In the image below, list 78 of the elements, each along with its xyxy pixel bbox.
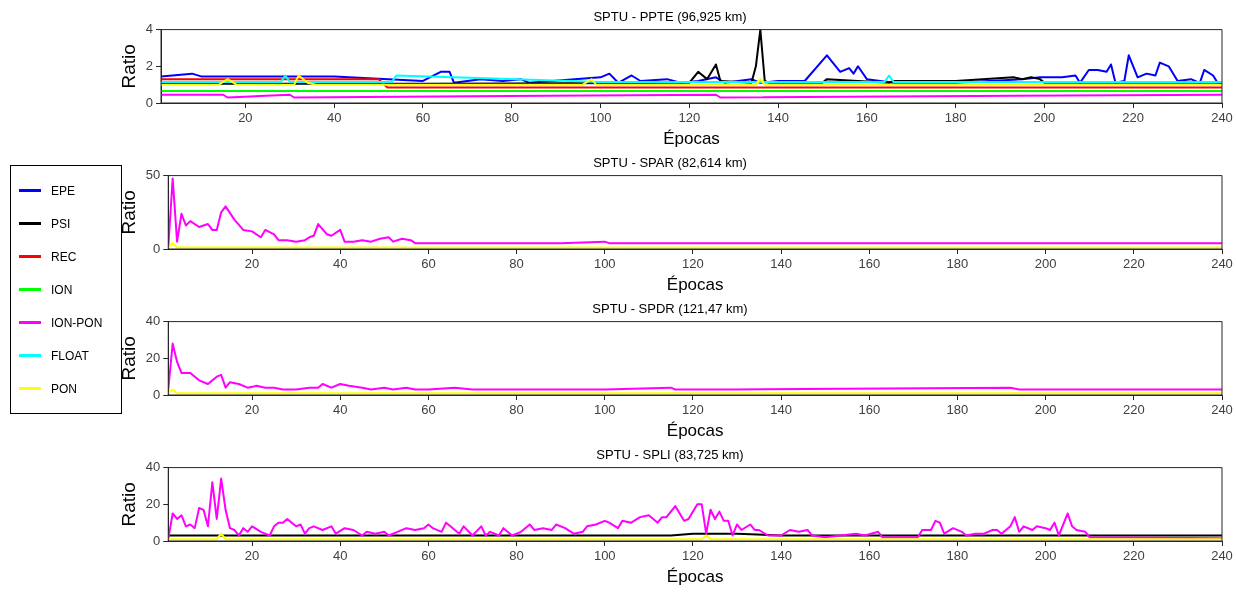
- x-tick-label: 220: [1122, 548, 1145, 564]
- x-tick-label: 100: [593, 548, 616, 564]
- y-tick-label: 0: [153, 386, 161, 402]
- x-tick-label: 100: [593, 402, 616, 418]
- x-tick-label: 20: [238, 110, 253, 126]
- legend-label: PON: [51, 381, 78, 396]
- legend-label: FLOAT: [51, 348, 89, 363]
- x-axis-title: Épocas: [666, 421, 724, 441]
- y-tick-label: 20: [145, 495, 161, 511]
- x-tick-label: 200: [1034, 548, 1057, 564]
- y-tick-label: 20: [145, 349, 161, 365]
- x-tick-label: 20: [244, 256, 260, 272]
- x-tick-label: 180: [944, 110, 967, 126]
- y-tick-label: 40: [145, 459, 161, 475]
- x-tick-label: 200: [1033, 110, 1056, 126]
- y-axis-title: Ratio: [117, 482, 139, 527]
- chart-title: SPTU - SPDR (121,47 km): [592, 301, 748, 317]
- x-tick-label: 200: [1034, 402, 1057, 418]
- x-tick-label: 200: [1034, 256, 1057, 272]
- y-tick-label: 0: [145, 94, 154, 110]
- legend-label: ION-PON: [51, 315, 103, 330]
- y-axis-title: Ratio: [117, 44, 139, 89]
- x-tick-label: 140: [770, 402, 792, 418]
- x-tick-label: 120: [678, 110, 701, 126]
- legend-label: ION: [51, 282, 73, 297]
- x-tick-label: 220: [1122, 256, 1145, 272]
- x-axis-title: Épocas: [666, 567, 724, 587]
- x-tick-label: 80: [509, 548, 524, 564]
- y-tick-label: 2: [145, 57, 154, 73]
- x-tick-label: 60: [421, 548, 436, 564]
- x-tick-label: 100: [593, 256, 616, 272]
- y-tick-label: 40: [145, 313, 161, 329]
- x-tick-label: 140: [770, 548, 792, 564]
- y-tick-label: 50: [145, 167, 161, 183]
- x-tick-label: 240: [1211, 256, 1233, 272]
- x-tick-label: 160: [858, 402, 881, 418]
- x-tick-label: 120: [682, 548, 704, 564]
- x-tick-label: 20: [244, 402, 260, 418]
- y-tick-label: 4: [145, 21, 154, 37]
- x-tick-label: 180: [946, 548, 969, 564]
- legend-label: REC: [51, 249, 77, 264]
- x-tick-label: 40: [332, 548, 348, 564]
- x-tick-label: 80: [509, 256, 524, 272]
- x-tick-label: 220: [1122, 110, 1145, 126]
- x-tick-label: 160: [856, 110, 878, 126]
- x-tick-label: 40: [332, 402, 348, 418]
- x-tick-label: 60: [421, 402, 436, 418]
- x-tick-label: 60: [415, 110, 431, 126]
- chart-title: SPTU - SPAR (82,614 km): [593, 155, 747, 171]
- y-tick-label: 0: [153, 532, 161, 548]
- x-tick-label: 240: [1211, 110, 1233, 126]
- x-tick-label: 120: [682, 256, 704, 272]
- x-axis-title: Épocas: [666, 275, 724, 295]
- x-tick-label: 100: [589, 110, 612, 126]
- x-tick-label: 60: [421, 256, 436, 272]
- legend-label: PSI: [51, 216, 71, 231]
- x-tick-label: 160: [858, 548, 881, 564]
- y-tick-label: 0: [153, 240, 161, 256]
- x-tick-label: 40: [332, 256, 348, 272]
- x-tick-label: 220: [1122, 402, 1145, 418]
- x-tick-label: 240: [1211, 548, 1233, 564]
- x-tick-label: 140: [767, 110, 789, 126]
- x-tick-label: 120: [682, 402, 704, 418]
- x-tick-label: 80: [504, 110, 519, 126]
- x-tick-label: 180: [946, 402, 969, 418]
- x-tick-label: 160: [858, 256, 881, 272]
- x-tick-label: 40: [326, 110, 342, 126]
- y-axis-title: Ratio: [117, 336, 139, 381]
- x-tick-label: 80: [509, 402, 524, 418]
- y-axis-title: Ratio: [117, 190, 139, 235]
- chart-title: SPTU - SPLI (83,725 km): [596, 447, 744, 463]
- x-axis-title: Épocas: [663, 129, 720, 149]
- legend-label: EPE: [51, 183, 76, 198]
- x-tick-label: 240: [1211, 402, 1233, 418]
- chart-title: SPTU - PPTE (96,925 km): [593, 9, 747, 25]
- x-tick-label: 140: [770, 256, 792, 272]
- x-tick-label: 20: [244, 548, 260, 564]
- x-tick-label: 180: [946, 256, 969, 272]
